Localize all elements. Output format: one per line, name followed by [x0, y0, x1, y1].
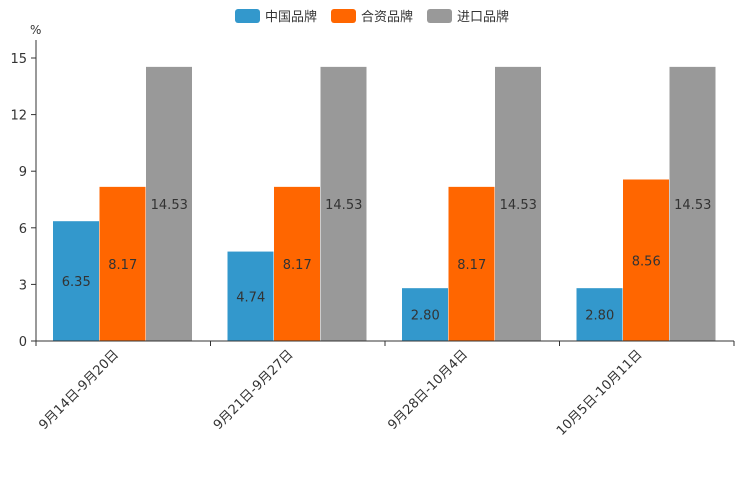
data-label: 8.17: [283, 258, 312, 273]
legend-item-china[interactable]: 中国品牌: [234, 6, 317, 25]
legend-label-china: 中国品牌: [264, 10, 317, 25]
y-tick-label: 3: [19, 278, 27, 293]
data-label: 2.80: [411, 309, 440, 324]
legend-item-import[interactable]: 进口品牌: [427, 6, 509, 25]
bar[interactable]: [320, 66, 367, 341]
bar[interactable]: [495, 66, 541, 341]
data-label: 14.53: [325, 198, 362, 213]
data-label: 14.53: [500, 198, 537, 213]
legend-item-joint[interactable]: 合资品牌: [330, 6, 413, 25]
legend-swatch-china: [234, 8, 260, 23]
bar[interactable]: [669, 66, 716, 341]
bar[interactable]: [576, 288, 623, 341]
x-category-label: 10月5日-10月11日: [554, 347, 646, 439]
bar[interactable]: [146, 66, 192, 341]
bar[interactable]: [99, 186, 146, 341]
legend-swatch-joint: [330, 8, 356, 23]
legend-label-joint: 合资品牌: [360, 10, 413, 25]
x-category-label: 9月21日-9月27日: [211, 347, 297, 433]
x-category-label: 9月28日-10月4日: [385, 347, 471, 433]
bar[interactable]: [227, 251, 274, 341]
legend-swatch-import: [427, 8, 452, 23]
y-axis-unit: %: [30, 23, 41, 37]
y-tick-label: 12: [10, 109, 27, 124]
data-label: 6.35: [62, 275, 91, 290]
data-label: 8.17: [108, 258, 137, 273]
bar[interactable]: [53, 221, 99, 341]
y-tick-label: 9: [19, 165, 27, 180]
data-label: 2.80: [585, 309, 614, 324]
y-tick-label: 15: [10, 52, 27, 67]
data-label: 4.74: [236, 290, 265, 305]
data-label: 8.56: [632, 254, 661, 269]
bar[interactable]: [402, 288, 448, 341]
chart-legend: 中国品牌 合资品牌 进口品牌: [0, 6, 744, 25]
data-label: 14.53: [151, 198, 188, 213]
data-label: 8.17: [457, 258, 486, 273]
y-tick-label: 0: [19, 335, 27, 350]
bar[interactable]: [623, 179, 669, 341]
bar[interactable]: [274, 186, 320, 341]
bar[interactable]: [448, 186, 495, 341]
y-tick-label: 6: [19, 222, 27, 237]
x-category-label: 9月14日-9月20日: [36, 347, 122, 433]
plot-area: 0 3 6 9 12 15 6.35 8.17 14.53 4.74 8.17 14.53 2.80 8.…: [10, 40, 735, 439]
legend-label-import: 进口品牌: [457, 10, 510, 25]
data-label: 14.53: [674, 198, 711, 213]
